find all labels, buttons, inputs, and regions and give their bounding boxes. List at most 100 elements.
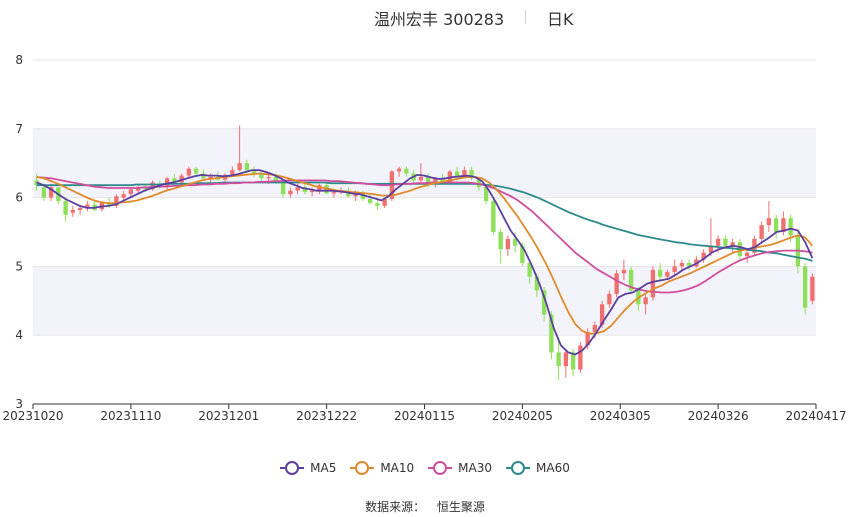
candle-body: [592, 324, 598, 332]
candle-body: [491, 201, 496, 232]
candle-body: [476, 178, 482, 188]
candle-body: [607, 293, 612, 305]
y-tick-label: 5: [15, 259, 23, 273]
candle-body: [810, 276, 815, 301]
legend-label-ma30: MA30: [458, 461, 493, 475]
candle-body: [179, 175, 184, 183]
chart-title: 温州宏丰 300283 日K: [0, 5, 850, 29]
candle-body: [41, 187, 47, 198]
candle-body: [302, 187, 308, 193]
candle-body: [665, 271, 670, 277]
candlestick-chart: 3 4 5 6 7 8 20231020 20231110 20231201 20231222 20…: [2, 53, 846, 423]
x-tick-label: 20240205: [492, 409, 553, 423]
candle-body: [353, 194, 358, 197]
candle-body: [628, 269, 634, 291]
legend-item-ma60[interactable]: MA60: [506, 458, 570, 478]
candle-body: [237, 163, 242, 171]
y-tick-label: 8: [15, 53, 23, 67]
candle-body: [135, 187, 141, 191]
candle-body: [367, 198, 373, 204]
candle-body: [425, 176, 431, 184]
candle-body: [549, 314, 554, 353]
x-tick-label: 20231201: [198, 409, 259, 423]
candle-body: [396, 168, 402, 172]
candle-body: [251, 170, 257, 174]
candle-body: [454, 171, 460, 177]
candle-body: [585, 331, 590, 346]
x-tick-label: 20240305: [590, 409, 651, 423]
candle-body: [70, 209, 76, 213]
candle-body: [85, 204, 90, 208]
candle-body: [708, 245, 714, 253]
candle-body: [440, 178, 445, 183]
candle-body: [360, 194, 366, 199]
legend-swatch-ma30: [428, 461, 453, 475]
candle-body: [570, 352, 576, 370]
x-tick-label: 20231020: [2, 409, 63, 423]
candle-body: [375, 203, 380, 206]
candle-body: [730, 242, 735, 246]
candle-body: [781, 218, 786, 232]
candle-body: [288, 190, 293, 195]
ma10-line: [36, 172, 814, 335]
candle-body: [418, 176, 424, 181]
candle-body: [244, 163, 250, 171]
candle-body: [280, 182, 286, 195]
candle-body: [230, 170, 235, 175]
candle-body: [650, 269, 656, 298]
candle-body: [752, 238, 757, 253]
candle-body: [266, 176, 271, 179]
candle-body: [614, 273, 619, 294]
candle-body: [172, 178, 177, 183]
candle-body: [331, 192, 337, 194]
candle-body: [578, 345, 583, 370]
x-tick-label: 20231222: [296, 409, 357, 423]
legend-swatch-ma60: [506, 461, 531, 475]
candle-body: [77, 207, 83, 210]
y-tick-label: 4: [15, 328, 23, 342]
candle-body: [701, 252, 706, 260]
legend-label-ma10: MA10: [380, 461, 415, 475]
candle-body: [121, 194, 126, 198]
candle-body: [520, 245, 525, 263]
candle-body: [295, 187, 300, 191]
legend-item-ma10[interactable]: MA10: [350, 458, 414, 478]
candle-body: [715, 238, 721, 246]
ma30-line: [36, 176, 813, 294]
candle-body: [773, 218, 779, 232]
chart-legend: MA5 MA10 MA30 MA60: [0, 458, 850, 478]
candle-body: [143, 187, 148, 190]
legend-item-ma5[interactable]: MA5: [280, 458, 336, 478]
candle-body: [621, 269, 627, 274]
candle-body: [788, 218, 793, 236]
candle-body: [563, 352, 569, 367]
candle-body: [744, 252, 750, 257]
title-separator: [525, 10, 526, 24]
candle-body: [433, 178, 438, 184]
candle-body: [498, 232, 503, 250]
candle-body: [657, 269, 663, 277]
x-tick-label: 20240326: [688, 409, 749, 423]
candle-body: [766, 218, 772, 226]
candle-body: [259, 173, 264, 179]
candle-body: [309, 190, 315, 193]
candle-body: [686, 262, 692, 267]
candle-body: [382, 198, 387, 206]
candle-body: [527, 262, 532, 277]
candle-body: [483, 187, 489, 202]
candle-body: [759, 225, 764, 239]
chart-title-period: 日K: [547, 10, 574, 29]
legend-item-ma30[interactable]: MA30: [428, 458, 492, 478]
data-source-label: 数据来源：: [365, 500, 426, 514]
candle-body: [469, 170, 474, 179]
candle-body: [193, 168, 199, 174]
candle-body: [273, 176, 279, 183]
candle-body: [723, 238, 728, 246]
x-tick-label: 20240115: [394, 409, 455, 423]
x-tick-label: 20240417: [785, 409, 846, 423]
candle-body: [556, 352, 561, 367]
candle-body: [679, 262, 685, 267]
candle-body: [672, 266, 677, 272]
candle-body: [150, 182, 155, 190]
candle-body: [541, 290, 547, 315]
